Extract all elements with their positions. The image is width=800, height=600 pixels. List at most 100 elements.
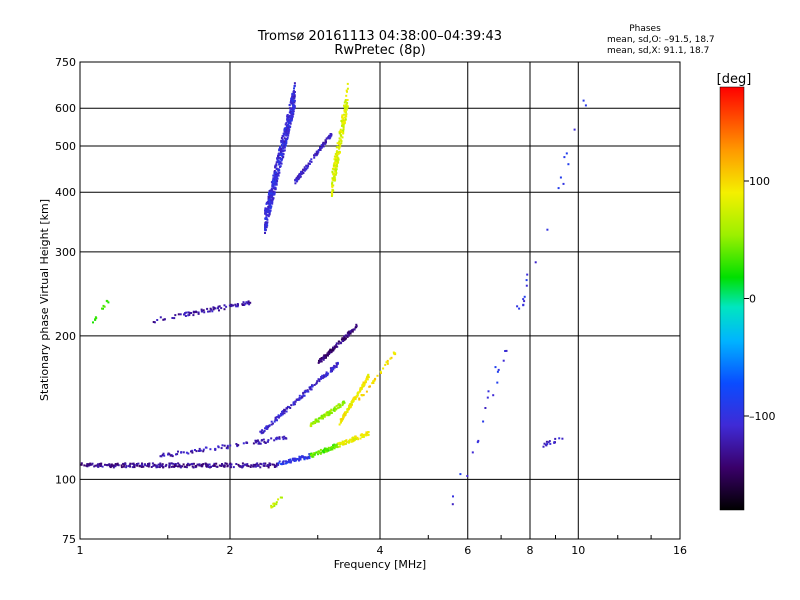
data-point (355, 438, 358, 440)
data-point (331, 182, 333, 185)
data-point (177, 465, 179, 468)
data-point (332, 184, 335, 187)
data-point (275, 163, 278, 166)
data-point (312, 422, 315, 424)
data-point (307, 162, 310, 165)
data-point (329, 448, 332, 451)
data-point (278, 437, 281, 440)
y-tick-label: 100 (55, 473, 76, 486)
data-point (347, 441, 350, 444)
data-point (266, 218, 269, 221)
data-point (278, 163, 281, 166)
x-tick-label: 2 (227, 544, 234, 557)
data-point (223, 464, 226, 467)
x-tick-label: 6 (464, 544, 471, 557)
data-point (276, 177, 279, 180)
data-point (310, 158, 313, 161)
data-point (265, 217, 268, 220)
data-point (221, 444, 224, 447)
data-point (274, 171, 277, 174)
data-point (282, 142, 284, 145)
data-point (268, 197, 271, 200)
data-point (152, 321, 155, 323)
data-point (184, 312, 186, 315)
data-point (268, 199, 271, 202)
data-point (362, 435, 365, 438)
data-point (207, 466, 210, 468)
data-point (122, 462, 125, 465)
data-point (386, 359, 389, 362)
data-point (226, 447, 229, 450)
data-point (546, 228, 549, 231)
data-point (290, 119, 293, 122)
data-point (284, 144, 287, 147)
data-point (230, 303, 233, 306)
data-point (212, 308, 215, 311)
data-point (331, 170, 334, 173)
data-point (333, 162, 336, 165)
data-point (267, 466, 270, 469)
data-point (161, 464, 164, 466)
data-point (287, 119, 290, 122)
data-point (185, 466, 188, 469)
data-point (323, 447, 326, 450)
data-point (393, 352, 395, 355)
data-point (224, 462, 227, 465)
data-point (195, 465, 198, 468)
data-point (369, 385, 371, 388)
data-point (345, 411, 348, 414)
data-point (249, 301, 252, 304)
data-point (328, 351, 331, 353)
data-point (296, 179, 299, 182)
data-point (267, 208, 270, 211)
plot-area (79, 61, 681, 540)
data-point (289, 461, 292, 464)
data-point (206, 307, 209, 310)
data-point (301, 396, 304, 399)
data-point (310, 452, 313, 455)
data-point (534, 261, 537, 264)
data-point (185, 451, 188, 454)
data-point (261, 429, 264, 432)
data-point (344, 100, 347, 103)
y-tick-label: 500 (55, 140, 76, 153)
data-point (103, 305, 106, 308)
data-point (196, 463, 199, 466)
data-point (267, 197, 270, 200)
data-point (265, 208, 268, 210)
data-point (343, 335, 346, 338)
data-point (202, 450, 205, 453)
data-point (366, 432, 369, 435)
data-point (342, 130, 344, 132)
data-point (288, 125, 291, 128)
data-point (270, 194, 273, 197)
data-point (272, 193, 275, 196)
data-point (284, 127, 287, 130)
colorbar (719, 86, 745, 511)
data-point (338, 406, 341, 409)
data-point (289, 109, 292, 112)
chart-subtitle: RwPretec (8p) (334, 43, 425, 58)
data-point (275, 183, 278, 186)
data-point (214, 307, 217, 310)
data-point (314, 152, 317, 155)
data-point (170, 462, 173, 465)
data-point (282, 149, 285, 152)
data-point (331, 167, 334, 170)
data-point (335, 163, 338, 166)
data-point (361, 433, 364, 436)
data-point (329, 349, 332, 352)
data-point (229, 465, 232, 468)
data-point (296, 398, 299, 401)
data-point (367, 431, 370, 433)
data-point (232, 466, 235, 469)
data-point (198, 464, 201, 467)
data-point (279, 161, 282, 164)
data-point (90, 463, 93, 466)
data-point (283, 129, 286, 132)
data-point (345, 89, 348, 92)
data-point (267, 207, 270, 210)
data-point (264, 462, 267, 465)
data-point (346, 82, 349, 85)
data-point (290, 99, 292, 102)
